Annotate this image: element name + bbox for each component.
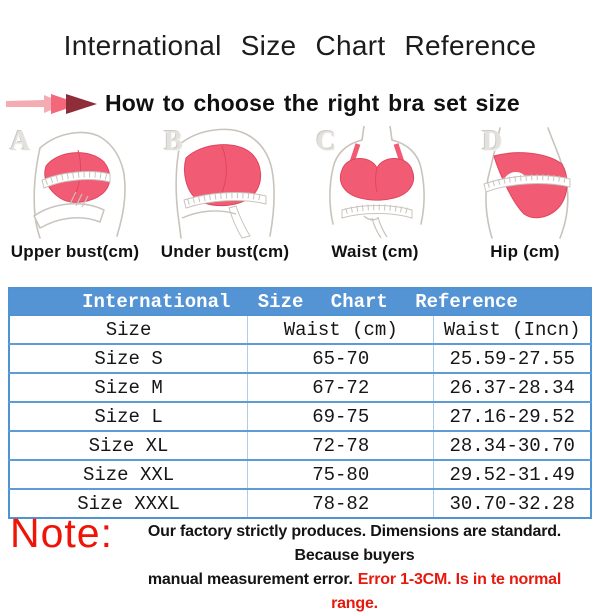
- column-header-waist-inch: Waist (Incn): [433, 314, 591, 344]
- cell-waist-inch: 29.52-31.49: [433, 459, 591, 489]
- column-header-waist-cm: Waist (cm): [247, 314, 434, 344]
- figure-hip: D Hip (cm): [450, 122, 600, 262]
- figure-letter-b: B: [164, 126, 183, 157]
- cell-size: Size XXXL: [9, 488, 248, 518]
- figure-waist: C Waist (cm): [300, 122, 450, 262]
- cell-waist-cm: 69-75: [247, 401, 434, 431]
- figure-label-under-bust: Under bust(cm): [160, 242, 290, 261]
- upper-bust-measure-illustration: [33, 131, 126, 239]
- under-bust-measure-illustration: [175, 128, 275, 239]
- table-row: Size S 65-70 25.59-27.55: [9, 343, 591, 373]
- hip-measure-illustration: [483, 127, 571, 239]
- figure-label-upper-bust: Upper bust(cm): [10, 242, 140, 261]
- size-chart-table: International Size Chart Reference Size …: [8, 287, 592, 519]
- cell-waist-inch: 26.37-28.34: [433, 372, 591, 402]
- cell-waist-inch: 27.16-29.52: [433, 401, 591, 431]
- column-header-size: Size: [9, 314, 248, 344]
- table-title: International Size Chart Reference: [8, 287, 592, 316]
- measurement-figures: A Upper bust(cm) B Under bust(cm) C: [0, 122, 600, 262]
- page-title: International Size Chart Reference: [63, 30, 537, 61]
- note-line2-red: Error 1-3CM. Is in te normal range.: [331, 571, 562, 612]
- table-title-row: International Size Chart Reference: [8, 287, 592, 316]
- cell-size: Size S: [9, 343, 248, 373]
- table-row: Size XXL 75-80 29.52-31.49: [9, 459, 591, 489]
- figure-letter-c: C: [316, 126, 337, 157]
- note-line1: Our factory strictly produces. Dimension…: [147, 523, 562, 564]
- cell-waist-cm: 67-72: [247, 372, 434, 402]
- cell-waist-cm: 75-80: [247, 459, 434, 489]
- subtitle-text: How to choose the right bra set size: [105, 90, 520, 116]
- cell-waist-cm: 65-70: [247, 343, 434, 373]
- subtitle-row: How to choose the right bra set size: [4, 90, 600, 117]
- cell-waist-cm: 72-78: [247, 430, 434, 460]
- note-line2-black: manual measurement error.: [147, 571, 353, 588]
- table-row: Size XXXL 78-82 30.70-32.28: [9, 488, 591, 518]
- table-row: Size M 67-72 26.37-28.34: [9, 372, 591, 402]
- note-text: Our factory strictly produces. Dimension…: [125, 520, 584, 616]
- figure-under-bust: B Under bust(cm): [150, 122, 300, 262]
- figure-label-waist: Waist (cm): [331, 242, 419, 261]
- triple-arrow-icon: [6, 93, 97, 114]
- cell-size: Size M: [9, 372, 248, 402]
- figure-label-hip: Hip (cm): [490, 242, 560, 261]
- cell-waist-inch: 30.70-32.28: [433, 488, 591, 518]
- figure-letter-d: D: [482, 126, 503, 157]
- figure-letter-a: A: [10, 126, 31, 157]
- table-row: Size XL 72-78 28.34-30.70: [9, 430, 591, 460]
- cell-waist-cm: 78-82: [247, 488, 434, 518]
- cell-size: Size XXL: [9, 459, 248, 489]
- table-row: Size L 69-75 27.16-29.52: [9, 401, 591, 431]
- figure-upper-bust: A Upper bust(cm): [0, 122, 150, 262]
- cell-size: Size XL: [9, 430, 248, 460]
- note-section: Note: Our factory strictly produces. Dim…: [0, 510, 600, 616]
- note-label: Note:: [10, 510, 113, 556]
- cell-waist-inch: 28.34-30.70: [433, 430, 591, 460]
- cell-waist-inch: 25.59-27.55: [433, 343, 591, 373]
- cell-size: Size L: [9, 401, 248, 431]
- table-header-row: Size Waist (cm) Waist (Incn): [9, 314, 591, 344]
- waist-measure-illustration: [329, 125, 425, 239]
